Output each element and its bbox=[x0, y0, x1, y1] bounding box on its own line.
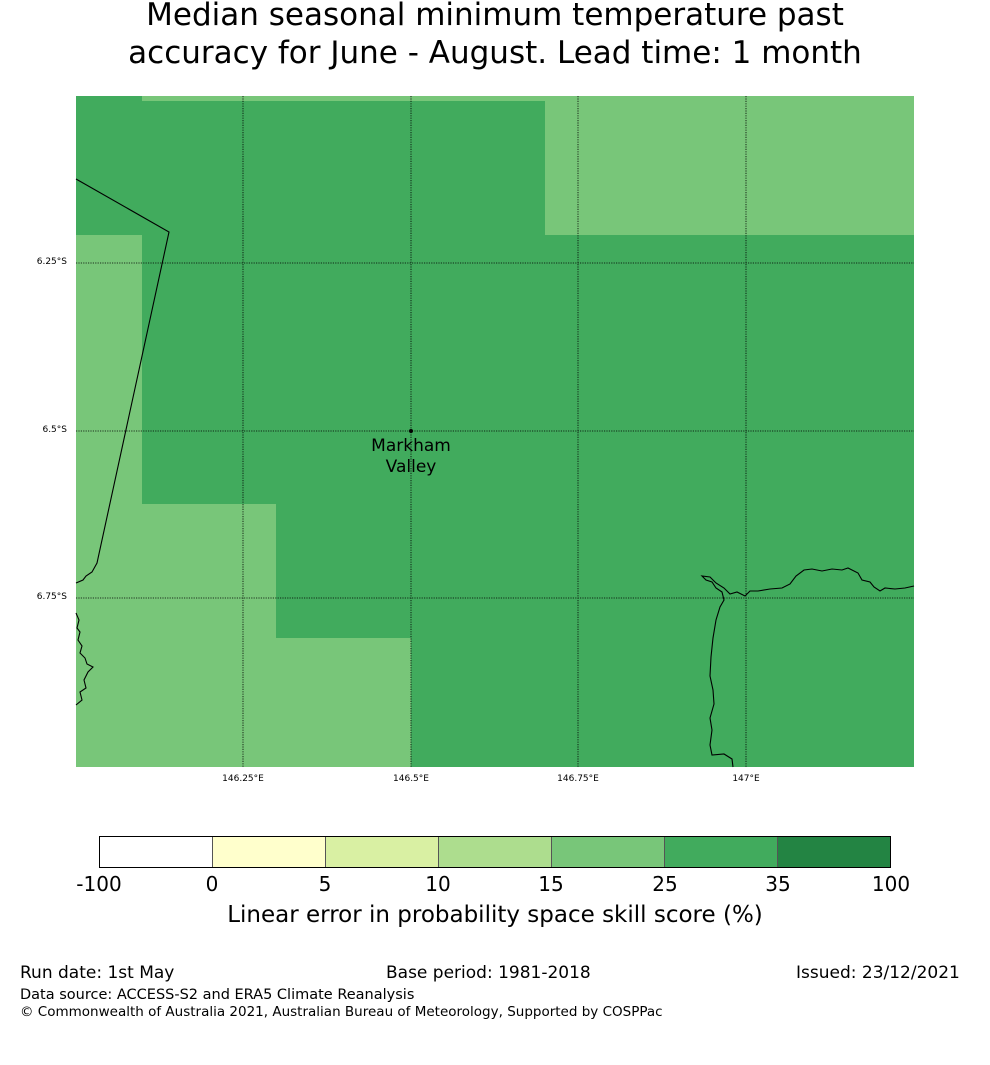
title-line-1: Median seasonal minimum temperature past bbox=[146, 0, 844, 33]
colorbar-segment-15-25 bbox=[552, 837, 665, 867]
grid-lines bbox=[76, 96, 914, 767]
skill-cell-top-strip bbox=[142, 96, 914, 101]
colorbar-segment-neg100-0 bbox=[100, 837, 213, 867]
colorbar-tick: 35 bbox=[765, 872, 791, 896]
lon-label-147: 147°E bbox=[732, 774, 760, 784]
colorbar-tick: -100 bbox=[76, 872, 122, 896]
lat-label-6-25: 6.25°S bbox=[36, 257, 67, 267]
skill-cell-bottom-left bbox=[76, 638, 411, 767]
west-coastline bbox=[75, 612, 94, 706]
skill-cell-top-right bbox=[545, 96, 914, 235]
colorbar-tick: 10 bbox=[425, 872, 451, 896]
lon-label-146-5: 146.5°E bbox=[393, 774, 429, 784]
lon-label-146-25: 146.25°E bbox=[222, 774, 264, 784]
lat-label-6-75: 6.75°S bbox=[36, 592, 67, 602]
lon-label-146-75: 146.75°E bbox=[557, 774, 599, 784]
lat-label-6-5: 6.5°S bbox=[42, 425, 67, 435]
colorbar-label: Linear error in probability space skill … bbox=[227, 902, 763, 928]
run-date: Run date: 1st May bbox=[20, 963, 175, 983]
colorbar-tick: 25 bbox=[652, 872, 678, 896]
province-boundary bbox=[75, 178, 170, 584]
colorbar-segment-10-15 bbox=[439, 837, 552, 867]
copyright-notice: © Commonwealth of Australia 2021, Austra… bbox=[20, 1004, 663, 1020]
colorbar bbox=[99, 836, 891, 868]
boundary-lines bbox=[75, 178, 915, 768]
place-label-markham-valley: Markham Valley bbox=[351, 436, 471, 478]
colorbar-segment-35-100 bbox=[778, 837, 890, 867]
title-line-2: accuracy for June - August. Lead time: 1… bbox=[128, 35, 862, 71]
place-label-line-2: Valley bbox=[385, 457, 437, 477]
colorbar-segment-5-10 bbox=[326, 837, 439, 867]
colorbar-segment-25-35 bbox=[665, 837, 778, 867]
colorbar-segment-0-5 bbox=[213, 837, 326, 867]
colorbar-tick: 100 bbox=[871, 872, 911, 896]
markham-valley-marker bbox=[409, 429, 413, 433]
colorbar-tick: 5 bbox=[318, 872, 332, 896]
colorbar-tick: 0 bbox=[205, 872, 219, 896]
place-label-line-1: Markham bbox=[371, 436, 451, 456]
east-coastline bbox=[700, 567, 915, 768]
skill-map bbox=[75, 96, 915, 768]
issued-date: Issued: 23/12/2021 bbox=[796, 963, 960, 983]
base-period: Base period: 1981-2018 bbox=[386, 963, 591, 983]
data-source: Data source: ACCESS-S2 and ERA5 Climate … bbox=[20, 987, 415, 1003]
colorbar-tick: 15 bbox=[538, 872, 564, 896]
map-title: Median seasonal minimum temperature past… bbox=[0, 0, 990, 72]
